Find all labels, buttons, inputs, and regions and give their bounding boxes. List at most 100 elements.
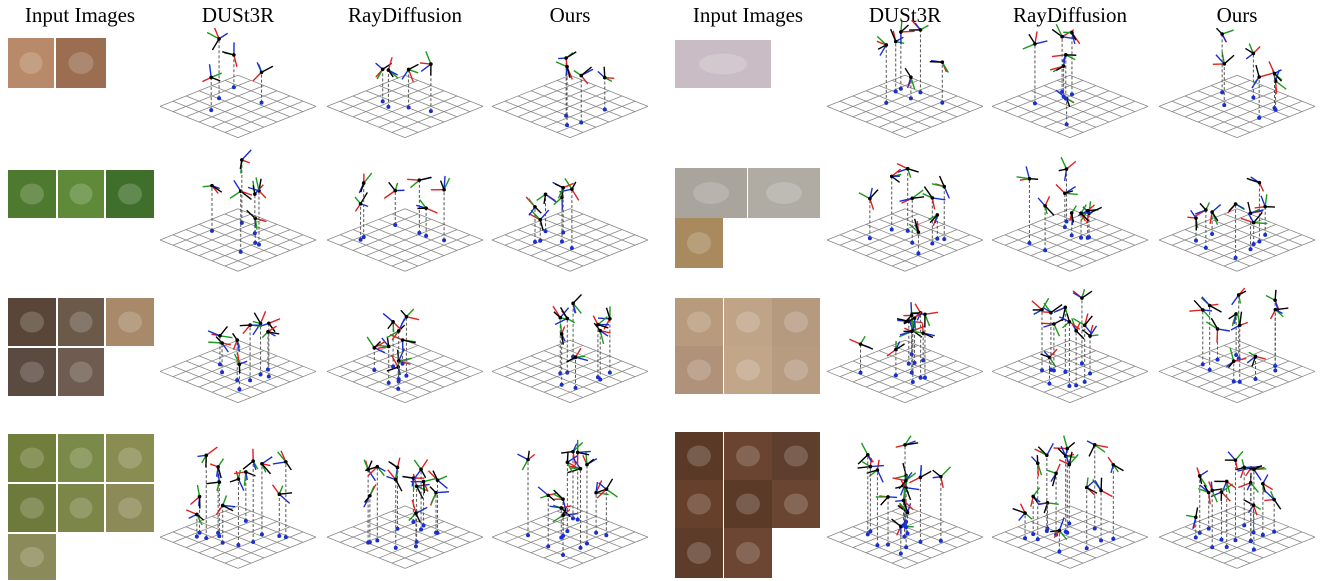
camera-axis <box>1229 347 1235 362</box>
camera-base <box>1215 357 1220 362</box>
camera-axis <box>1094 444 1106 453</box>
camera-base <box>265 367 270 372</box>
camera-base <box>1210 232 1215 237</box>
camera-base <box>1069 92 1074 97</box>
camera-base <box>902 534 907 539</box>
camera-axis <box>931 197 936 210</box>
grid-line <box>1069 371 1149 404</box>
camera-base <box>1251 547 1256 552</box>
camera-axis <box>1022 43 1036 50</box>
camera-axis <box>1205 321 1218 330</box>
camera-axis <box>1068 451 1073 465</box>
camera-center <box>434 490 438 495</box>
camera-axis <box>1253 469 1262 481</box>
camera-axis <box>555 61 568 68</box>
camera-axis <box>1255 64 1260 78</box>
camera-axis <box>1068 453 1079 465</box>
camera-base <box>909 370 914 375</box>
grid-line <box>1056 510 1136 543</box>
camera-base <box>217 362 222 367</box>
camera-axis <box>419 62 431 65</box>
camera-axis <box>908 223 919 233</box>
camera-center <box>237 362 242 367</box>
camera-axis <box>1016 176 1030 180</box>
camera-axis <box>401 69 410 80</box>
camera-base <box>565 529 570 534</box>
camera-center <box>204 453 209 458</box>
camera-axis <box>1250 482 1259 493</box>
camera-base <box>901 523 906 528</box>
camera-plot <box>491 439 649 569</box>
camera-axis <box>1031 300 1043 311</box>
camera-base <box>565 123 570 128</box>
camera-axis <box>1239 311 1243 326</box>
camera-base <box>1233 538 1238 543</box>
grid-line <box>404 106 484 138</box>
camera-base <box>1242 523 1247 528</box>
camera-axis <box>911 189 924 199</box>
grid-line <box>569 371 649 404</box>
camera-center <box>940 60 945 64</box>
grid-line <box>1069 208 1149 241</box>
camera-base <box>526 533 531 538</box>
camera-center <box>1063 305 1068 310</box>
camera-center <box>594 490 598 495</box>
grid-line <box>224 510 304 543</box>
camera-base <box>910 379 915 384</box>
camera-axis <box>1253 221 1268 225</box>
camera-center <box>596 322 600 327</box>
camera-base <box>561 230 566 235</box>
camera-center <box>921 331 925 335</box>
input-image-object <box>784 445 808 467</box>
input-image <box>724 480 772 528</box>
camera-axis <box>1055 183 1066 194</box>
camera-axis <box>564 177 573 190</box>
camera-center <box>899 30 903 34</box>
column-header: Ours <box>550 3 591 27</box>
camera-axis <box>1037 446 1048 456</box>
camera-axis <box>876 469 884 483</box>
camera-base <box>1039 368 1044 373</box>
camera-axis <box>575 356 589 362</box>
camera-base <box>905 228 910 233</box>
camera-center <box>1023 511 1027 515</box>
camera-axis <box>185 509 198 516</box>
input-image <box>724 346 772 394</box>
input-image-object <box>736 359 760 381</box>
camera-axis <box>1258 72 1273 78</box>
camera-axis <box>398 357 412 362</box>
camera-axis <box>910 77 916 90</box>
camera-center <box>259 70 264 75</box>
camera-axis <box>553 196 563 206</box>
camera-axis <box>359 192 368 205</box>
camera-center <box>904 478 908 483</box>
camera-axis <box>1265 490 1275 501</box>
camera-center <box>912 316 917 320</box>
camera-axis <box>1240 217 1254 224</box>
input-image-object <box>736 493 760 515</box>
camera-axis <box>215 505 224 516</box>
camera-center <box>1054 471 1058 476</box>
camera-base <box>1224 544 1229 549</box>
input-image-object <box>736 542 760 564</box>
camera-axis <box>903 317 915 325</box>
input-image-object <box>20 311 44 333</box>
column-header: DUSt3R <box>869 3 941 27</box>
camera-axis <box>389 334 403 341</box>
camera-base <box>579 120 584 125</box>
camera-center <box>217 37 221 41</box>
camera-axis <box>580 66 592 77</box>
camera-axis <box>1221 52 1225 65</box>
camera-base <box>865 532 870 537</box>
camera-axis <box>420 63 432 72</box>
camera-axis <box>443 175 446 190</box>
camera-center <box>889 174 894 179</box>
camera-center <box>232 53 236 57</box>
camera-center <box>1194 216 1198 220</box>
camera-center <box>918 28 923 32</box>
camera-center <box>1067 319 1072 324</box>
grid-line <box>237 371 317 404</box>
camera-center <box>1251 220 1256 225</box>
camera-center <box>1210 210 1214 214</box>
input-image <box>675 346 723 394</box>
